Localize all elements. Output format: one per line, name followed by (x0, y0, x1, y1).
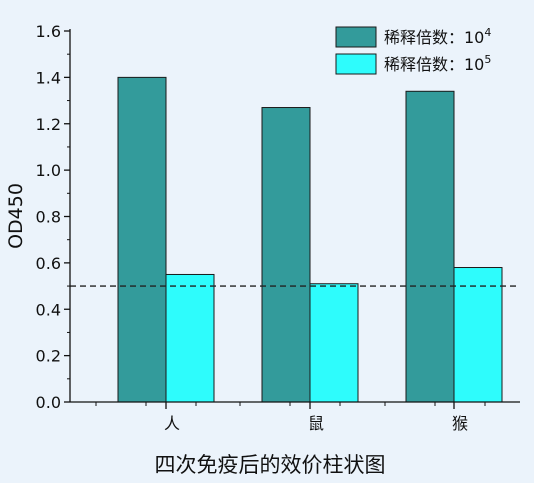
chart-title: 四次免疫后的效价柱状图 (155, 453, 386, 477)
bar-1-3 (405, 90, 455, 403)
y-tick-label: 1.6 (36, 22, 61, 41)
legend-label-2: 稀释倍数：105 (384, 53, 491, 74)
legend-swatch-2 (335, 53, 377, 75)
bar-1-2 (261, 107, 311, 403)
y-tick-label: 0.8 (36, 208, 61, 227)
y-tick-label: 1.2 (36, 115, 61, 134)
bar-2-2 (309, 283, 359, 403)
legend-label-1: 稀释倍数：104 (384, 26, 491, 47)
x-axis: 人鼠猴 (70, 401, 520, 433)
y-tick-label: 1.0 (36, 161, 61, 180)
legend: 稀释倍数：104 稀释倍数：105 (335, 26, 491, 75)
y-tick-label: 0.2 (36, 347, 61, 366)
legend-swatch-1 (335, 26, 377, 48)
x-tick-label: 鼠 (308, 414, 324, 433)
bar-2-3 (453, 267, 503, 403)
y-axis-title: OD450 (5, 183, 27, 249)
y-tick-label: 0.6 (36, 254, 61, 273)
x-tick-label: 人 (164, 414, 180, 433)
y-axis: 0.0 0.2 0.4 0.6 0.8 1.0 1.2 1.4 1.6 (36, 22, 71, 412)
bar-2-1 (165, 273, 215, 403)
y-tick-label: 0.4 (36, 300, 61, 319)
y-tick-label: 1.4 (36, 68, 61, 87)
y-tick-label: 0.0 (36, 393, 61, 412)
plot-area (70, 76, 520, 403)
bar-1-1 (117, 76, 167, 403)
x-tick-label: 猴 (452, 414, 468, 433)
